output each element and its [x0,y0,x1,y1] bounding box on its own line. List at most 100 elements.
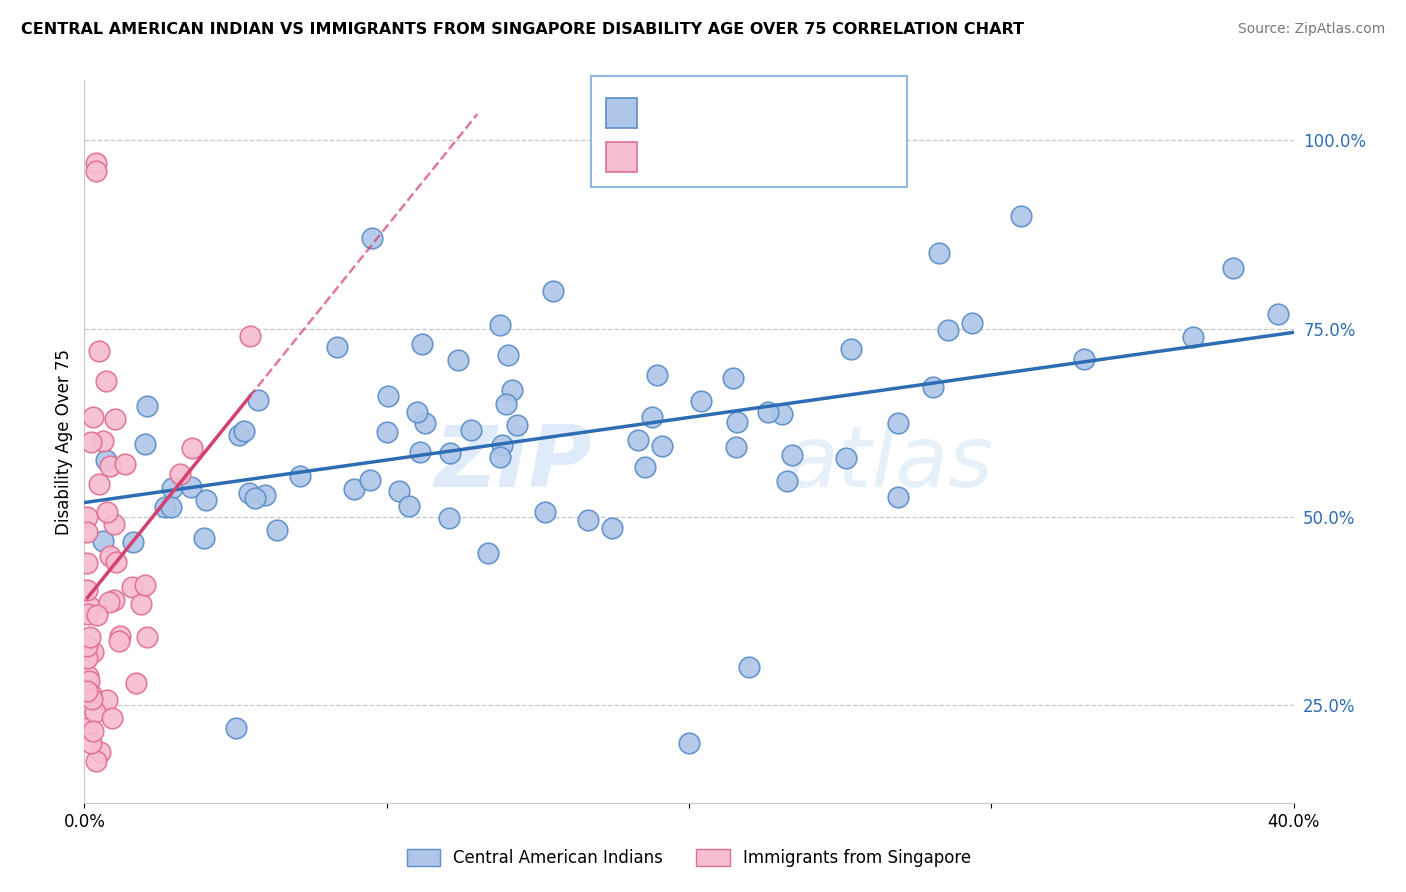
Point [359,473,381,487]
Point [326,340,349,354]
Point [169,467,191,481]
Text: 0.311: 0.311 [688,102,742,120]
Point [76,669,98,683]
Point [627,433,650,447]
Point [76,556,98,570]
Point [491,438,513,452]
Point [756,405,779,419]
Point [76,583,98,598]
Point [634,460,657,475]
Point [80,435,103,450]
Text: ZIP: ZIP [434,422,592,505]
Point [76,639,98,653]
Point [96,693,118,707]
Point [86,608,108,623]
Point [135,630,157,644]
Point [409,445,432,459]
Point [238,485,260,500]
Point [76,509,98,524]
Point [122,534,145,549]
Point [689,394,711,409]
Point [153,500,176,514]
Point [678,735,700,749]
Text: N =: N = [749,102,799,120]
Text: 76: 76 [806,102,830,120]
Point [725,441,748,455]
Point [1073,352,1095,367]
Point [360,231,382,245]
Point [534,505,557,519]
Y-axis label: Disability Age Over 75: Disability Age Over 75 [55,349,73,534]
Point [103,517,125,532]
Text: CENTRAL AMERICAN INDIAN VS IMMIGRANTS FROM SINGAPORE DISABILITY AGE OVER 75 CORR: CENTRAL AMERICAN INDIAN VS IMMIGRANTS FR… [21,22,1024,37]
Point [645,368,668,382]
Point [641,410,664,425]
Point [228,427,250,442]
Point [489,450,512,464]
Point [160,482,183,496]
Point [886,416,908,430]
Point [94,452,117,467]
Point [104,412,127,426]
Point [253,488,276,502]
Point [96,505,118,519]
Point [98,549,121,564]
Point [79,736,101,750]
Point [343,482,366,496]
Point [98,595,121,609]
Point [180,480,202,494]
Text: atlas: atlas [786,422,994,505]
Point [86,163,108,178]
Point [82,692,104,706]
Point [77,673,100,688]
Point [290,469,312,483]
Point [1182,330,1205,344]
Point [1011,209,1033,223]
Point [495,397,517,411]
Text: Source: ZipAtlas.com: Source: ZipAtlas.com [1237,22,1385,37]
Point [1222,261,1244,276]
Point [86,156,108,170]
Legend: Central American Indians, Immigrants from Singapore: Central American Indians, Immigrants fro… [399,842,979,874]
Text: R =: R = [645,102,683,120]
Point [108,634,131,648]
Point [439,446,461,460]
Point [110,629,132,643]
Text: 0.677: 0.677 [688,146,742,164]
Point [246,392,269,407]
Point [79,600,101,615]
Point [962,316,984,330]
Point [180,442,202,456]
Point [114,457,136,471]
Point [225,721,247,735]
Point [266,524,288,538]
Point [375,425,398,440]
Point [488,318,510,332]
Point [1267,307,1289,321]
Point [541,284,564,298]
Point [76,721,98,735]
Point [243,491,266,505]
Point [76,683,98,698]
Point [89,344,111,359]
Point [76,524,98,539]
Point [738,660,761,674]
Point [928,246,950,260]
Point [411,337,433,351]
Point [775,474,797,488]
Text: 51: 51 [806,146,830,164]
Point [498,349,520,363]
Point [576,513,599,527]
Point [233,424,256,438]
Text: N =: N = [749,146,799,164]
Point [129,597,152,611]
Point [388,483,411,498]
Point [406,405,429,419]
Point [82,409,104,424]
Point [84,754,107,768]
Point [136,400,159,414]
Point [91,533,114,548]
Point [505,418,527,433]
Point [105,555,128,569]
Point [835,450,858,465]
